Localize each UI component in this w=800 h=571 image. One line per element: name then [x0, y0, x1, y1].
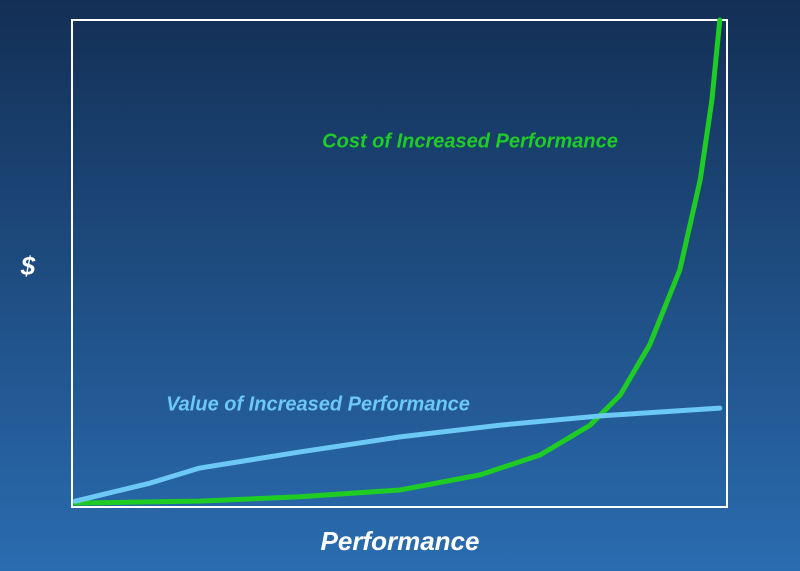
x-axis-label: Performance — [321, 526, 480, 556]
series-label: Value of Increased Performance — [166, 393, 470, 415]
series-label: Cost of Increased Performance — [322, 130, 618, 152]
series-line — [72, 17, 723, 506]
plot-frame — [71, 19, 728, 508]
y-axis-label: $ — [20, 251, 36, 281]
series-line — [72, 405, 723, 504]
